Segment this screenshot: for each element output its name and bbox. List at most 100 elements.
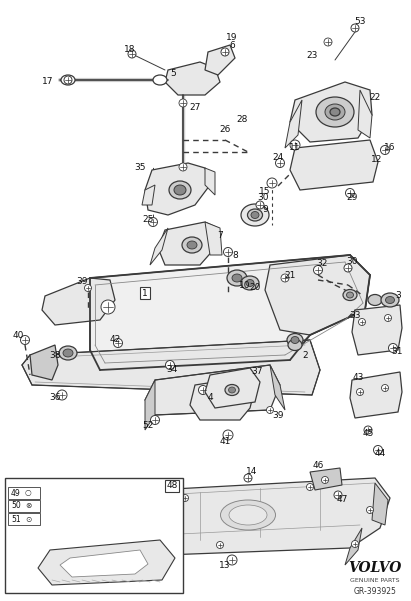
Circle shape	[324, 38, 332, 46]
Text: 26: 26	[219, 126, 231, 135]
Text: 53: 53	[354, 17, 366, 26]
Circle shape	[199, 385, 208, 394]
Circle shape	[344, 264, 352, 272]
Circle shape	[227, 555, 237, 565]
Text: ⊗: ⊗	[25, 501, 31, 510]
Circle shape	[21, 335, 30, 344]
Text: 21: 21	[284, 270, 296, 279]
Text: 46: 46	[312, 462, 324, 471]
Ellipse shape	[288, 340, 302, 350]
Ellipse shape	[330, 108, 340, 116]
Text: 35: 35	[134, 163, 146, 172]
Text: 40: 40	[12, 331, 24, 340]
Text: 28: 28	[236, 115, 248, 124]
Polygon shape	[265, 255, 370, 335]
Text: 30: 30	[346, 257, 358, 266]
Text: ⊙: ⊙	[25, 514, 31, 523]
Text: 30: 30	[257, 192, 269, 201]
Polygon shape	[150, 495, 162, 530]
Ellipse shape	[381, 293, 399, 307]
Circle shape	[374, 445, 383, 454]
Ellipse shape	[316, 97, 354, 127]
Polygon shape	[145, 365, 280, 415]
Text: 42: 42	[109, 335, 120, 344]
Text: 31: 31	[391, 347, 403, 356]
Ellipse shape	[246, 279, 254, 287]
Circle shape	[224, 248, 233, 257]
Ellipse shape	[251, 212, 259, 219]
Text: 24: 24	[272, 153, 284, 162]
Circle shape	[244, 474, 252, 482]
Polygon shape	[205, 168, 215, 195]
Text: 47: 47	[336, 495, 348, 504]
Circle shape	[388, 344, 397, 353]
Circle shape	[182, 495, 189, 501]
Text: 20: 20	[249, 282, 261, 291]
Circle shape	[221, 48, 229, 56]
Polygon shape	[145, 163, 210, 215]
Text: 13: 13	[219, 561, 231, 570]
Circle shape	[356, 388, 363, 395]
Text: 19: 19	[226, 32, 238, 41]
Text: 51: 51	[11, 514, 21, 523]
Polygon shape	[205, 222, 222, 255]
Ellipse shape	[229, 387, 236, 393]
Bar	[8, 487, 40, 499]
Bar	[8, 513, 40, 525]
Circle shape	[351, 540, 358, 548]
Circle shape	[281, 274, 289, 282]
Polygon shape	[310, 468, 342, 490]
Polygon shape	[290, 82, 372, 142]
Ellipse shape	[220, 500, 275, 530]
Ellipse shape	[229, 505, 267, 525]
Text: 2: 2	[302, 350, 308, 359]
Text: 45: 45	[363, 430, 374, 439]
Ellipse shape	[386, 296, 395, 304]
Text: 22: 22	[369, 94, 381, 103]
Text: 23: 23	[306, 50, 318, 59]
Circle shape	[85, 284, 92, 291]
Text: 38: 38	[49, 350, 61, 359]
Circle shape	[381, 385, 388, 391]
Polygon shape	[22, 340, 320, 395]
Polygon shape	[290, 140, 378, 190]
Ellipse shape	[225, 385, 239, 395]
Circle shape	[148, 218, 157, 227]
Text: 41: 41	[219, 438, 231, 447]
Text: 44: 44	[374, 450, 386, 459]
Text: 4: 4	[207, 392, 213, 401]
Ellipse shape	[63, 349, 73, 357]
Polygon shape	[158, 538, 175, 572]
Text: 6: 6	[229, 40, 235, 49]
Text: GENUINE PARTS: GENUINE PARTS	[350, 578, 400, 582]
Circle shape	[64, 76, 72, 84]
Polygon shape	[42, 278, 115, 325]
Text: 49: 49	[11, 489, 21, 498]
Text: ○: ○	[25, 489, 31, 498]
Ellipse shape	[61, 75, 75, 85]
Text: 37: 37	[251, 367, 263, 376]
Text: 12: 12	[371, 156, 383, 165]
Polygon shape	[372, 483, 388, 525]
Text: 10: 10	[239, 281, 251, 290]
Circle shape	[334, 491, 342, 499]
Circle shape	[385, 314, 392, 322]
Circle shape	[171, 545, 178, 552]
Polygon shape	[358, 90, 372, 138]
Polygon shape	[90, 255, 370, 370]
Ellipse shape	[174, 185, 186, 195]
Ellipse shape	[368, 294, 382, 305]
Polygon shape	[350, 372, 402, 418]
Circle shape	[266, 406, 273, 413]
Text: 29: 29	[346, 194, 358, 203]
Ellipse shape	[227, 270, 247, 286]
Ellipse shape	[169, 181, 191, 199]
Text: 9: 9	[262, 206, 268, 215]
Polygon shape	[145, 380, 155, 430]
Polygon shape	[38, 540, 175, 585]
Circle shape	[367, 507, 374, 513]
Text: 33: 33	[349, 311, 361, 320]
Circle shape	[128, 50, 136, 58]
Text: 5: 5	[170, 69, 176, 78]
Text: 36: 36	[49, 394, 61, 403]
